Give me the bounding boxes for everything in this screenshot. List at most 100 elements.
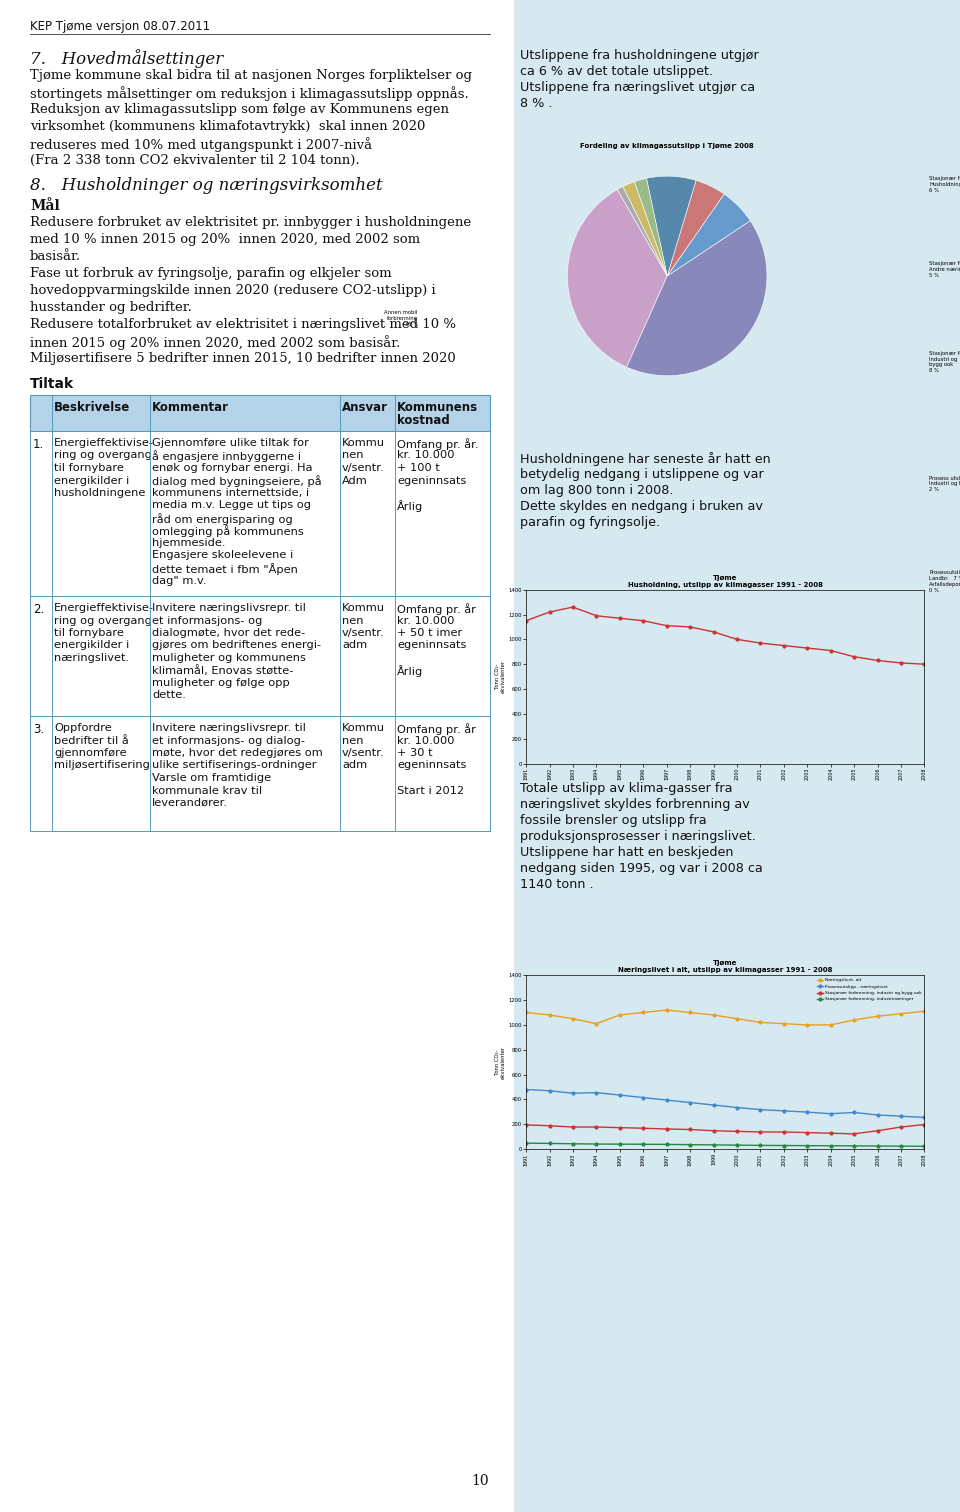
Stasjonær forbrenning, industrinæringer	[567, 1134, 579, 1152]
Text: enøk og fornybar energi. Ha: enøk og fornybar energi. Ha	[152, 463, 313, 473]
Text: Adm: Adm	[342, 475, 368, 485]
Text: 2.: 2.	[33, 603, 44, 615]
Text: Årlig: Årlig	[397, 665, 423, 677]
Prosessutslipp - næringslivet	[637, 1089, 649, 1107]
Stasjonær forbrenning, industri og bygg ook	[614, 1119, 626, 1137]
Text: Fase ut forbruk av fyringsolje, parafin og elkjeler som: Fase ut forbruk av fyringsolje, parafin …	[30, 268, 392, 280]
Prosessutslipp - næringslivet	[849, 1104, 860, 1122]
Text: Utslippene fra husholdningene utgjør: Utslippene fra husholdningene utgjør	[520, 48, 758, 62]
Stasjonær forbrenning, industri og bygg ook	[825, 1123, 836, 1142]
Stasjonær forbrenning, industrinæringer	[755, 1137, 766, 1155]
Text: gjennomføre: gjennomføre	[54, 748, 127, 758]
Text: 8.   Husholdninger og næringsvirksomhet: 8. Husholdninger og næringsvirksomhet	[30, 177, 383, 194]
Næringslivet, alt	[779, 1015, 790, 1033]
Bar	[30, 717, 490, 832]
Text: kommunale krav til: kommunale krav til	[152, 786, 262, 795]
Text: 7.   Hovedmålsettinger: 7. Hovedmålsettinger	[30, 48, 224, 68]
Line: Stasjonær forbrenning, industri og bygg ook: Stasjonær forbrenning, industri og bygg …	[525, 1123, 925, 1136]
Title: Tjøme
Husholdning, utslipp av klimagasser 1991 - 2008: Tjøme Husholdning, utslipp av klimagasse…	[628, 575, 823, 588]
Prosessutslipp - næringslivet	[872, 1105, 883, 1123]
Text: Oppfordre: Oppfordre	[54, 723, 111, 733]
Næringslivet, alt	[755, 1013, 766, 1031]
Prosessutslipp - næringslivet	[567, 1084, 579, 1102]
Stasjonær forbrenning, industri og bygg ook	[779, 1123, 790, 1142]
Text: Beskrivelse: Beskrivelse	[54, 401, 131, 414]
Text: 8 % .: 8 % .	[520, 97, 553, 110]
Text: Engasjere skoleelevene i: Engasjere skoleelevene i	[152, 550, 293, 561]
Text: Stasjonær forbrenning
Andre næringer
5 %: Stasjonær forbrenning Andre næringer 5 %	[929, 262, 960, 278]
Text: ring og overgang: ring og overgang	[54, 451, 152, 461]
Text: møte, hvor det redegjøres om: møte, hvor det redegjøres om	[152, 748, 323, 758]
Line: Stasjonær forbrenning, industrinæringer: Stasjonær forbrenning, industrinæringer	[525, 1142, 925, 1148]
Næringslivet, alt	[802, 1016, 813, 1034]
Stasjonær forbrenning, industri og bygg ook	[732, 1122, 743, 1140]
Stasjonær forbrenning, industri og bygg ook	[590, 1117, 602, 1136]
Stasjonær forbrenning, industri og bygg ook	[567, 1117, 579, 1136]
Text: leverandører.: leverandører.	[152, 798, 228, 807]
Stasjonær forbrenning, industrinæringer	[825, 1137, 836, 1155]
Stasjonær forbrenning, industri og bygg ook	[849, 1125, 860, 1143]
Text: Totale utslipp av klima-gasser fra: Totale utslipp av klima-gasser fra	[520, 782, 732, 795]
Prosessutslipp - næringslivet	[684, 1093, 696, 1111]
Text: Redusere totalforbruket av elektrisitet i næringslivet med 10 %: Redusere totalforbruket av elektrisitet …	[30, 318, 456, 331]
Text: Kommentar: Kommentar	[152, 401, 229, 414]
Stasjonær forbrenning, industri og bygg ook	[708, 1122, 719, 1140]
Text: Energieffektivise-: Energieffektivise-	[54, 603, 154, 612]
Text: om lag 800 tonn i 2008.: om lag 800 tonn i 2008.	[520, 484, 674, 497]
Text: egeninnsats: egeninnsats	[397, 641, 467, 650]
Stasjonær forbrenning, industri og bygg ook	[919, 1116, 930, 1134]
Text: Tjøme kommune skal bidra til at nasjonen Norges forpliktelser og: Tjøme kommune skal bidra til at nasjonen…	[30, 70, 472, 82]
Næringslivet, alt	[520, 1004, 532, 1022]
Text: 3.: 3.	[33, 723, 44, 736]
Text: + 50 t imer: + 50 t imer	[397, 627, 463, 638]
Text: Tiltak: Tiltak	[30, 376, 74, 392]
Text: nen: nen	[342, 615, 364, 626]
Line: Prosessutslipp - næringslivet: Prosessutslipp - næringslivet	[525, 1089, 925, 1119]
Wedge shape	[667, 194, 751, 277]
Text: Omfang pr. år: Omfang pr. år	[397, 603, 476, 615]
Text: Omfang pr. år.: Omfang pr. år.	[397, 438, 478, 451]
Text: næringslivet.: næringslivet.	[54, 653, 130, 662]
Text: adm: adm	[342, 641, 367, 650]
Stasjonær forbrenning, industri og bygg ook	[637, 1119, 649, 1137]
Næringslivet, alt	[637, 1004, 649, 1022]
Stasjonær forbrenning, industrinæringer	[660, 1136, 672, 1154]
Text: med 10 % innen 2015 og 20%  innen 2020, med 2002 som: med 10 % innen 2015 og 20% innen 2020, m…	[30, 233, 420, 246]
Text: kostnad: kostnad	[397, 414, 449, 426]
Text: hovedoppvarmingskilde innen 2020 (redusere CO2-utslipp) i: hovedoppvarmingskilde innen 2020 (reduse…	[30, 284, 436, 296]
Wedge shape	[667, 180, 724, 277]
Stasjonær forbrenning, industrinæringer	[637, 1136, 649, 1154]
Text: Kommu: Kommu	[342, 603, 385, 612]
Text: Kommunens: Kommunens	[397, 401, 478, 414]
Text: kr. 10.000: kr. 10.000	[397, 615, 454, 626]
Prosessutslipp - næringslivet	[614, 1086, 626, 1104]
Text: fossile brensler og utslipp fra: fossile brensler og utslipp fra	[520, 813, 707, 827]
Text: Mål: Mål	[30, 200, 60, 213]
Stasjonær forbrenning, industrinæringer	[802, 1137, 813, 1155]
Text: husstander og bedrifter.: husstander og bedrifter.	[30, 301, 192, 314]
Y-axis label: Tonn CO₂-
ekvivalenter: Tonn CO₂- ekvivalenter	[494, 661, 506, 692]
Prosessutslipp - næringslivet	[825, 1105, 836, 1123]
Prosessutslipp - næringslivet	[543, 1081, 555, 1099]
Text: energikilder i: energikilder i	[54, 475, 130, 485]
Prosessutslipp - næringslivet	[732, 1098, 743, 1116]
Text: nen: nen	[342, 451, 364, 461]
Text: virksomhet (kommunens klimafotavtrykk)  skal innen 2020: virksomhet (kommunens klimafotavtrykk) s…	[30, 119, 425, 133]
Text: Dette skyldes en nedgang i bruken av: Dette skyldes en nedgang i bruken av	[520, 500, 763, 513]
Text: dette.: dette.	[152, 691, 186, 700]
Wedge shape	[635, 178, 667, 277]
Text: klimamål, Enovas støtte-: klimamål, Enovas støtte-	[152, 665, 294, 676]
Stasjonær forbrenning, industrinæringer	[614, 1136, 626, 1154]
Text: + 100 t: + 100 t	[397, 463, 440, 473]
Text: 1140 tonn .: 1140 tonn .	[520, 878, 593, 891]
Stasjonær forbrenning, industri og bygg ook	[755, 1123, 766, 1142]
Text: Ansvar: Ansvar	[342, 401, 388, 414]
Text: Energieffektivise-: Energieffektivise-	[54, 438, 154, 448]
Text: Varsle om framtidige: Varsle om framtidige	[152, 773, 271, 783]
Text: å engasjere innbyggerne i: å engasjere innbyggerne i	[152, 451, 301, 463]
Text: dialogmøte, hvor det rede-: dialogmøte, hvor det rede-	[152, 627, 305, 638]
Text: Årlig: Årlig	[397, 500, 423, 513]
Næringslivet, alt	[872, 1007, 883, 1025]
Text: 10: 10	[471, 1474, 489, 1488]
Text: muligheter og kommunens: muligheter og kommunens	[152, 653, 306, 662]
